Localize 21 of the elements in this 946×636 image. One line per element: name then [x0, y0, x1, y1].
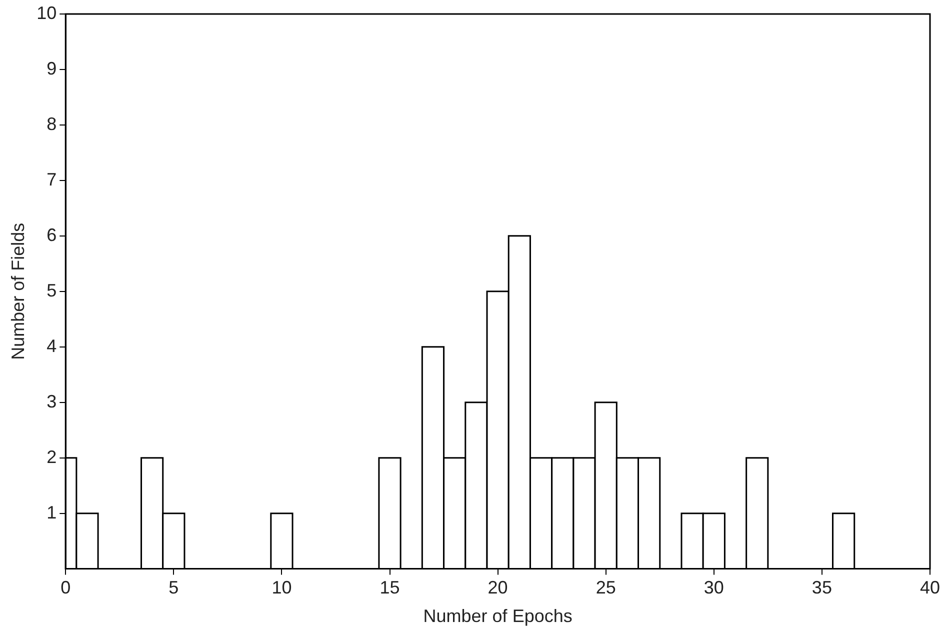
y-tick-label: 10 [36, 2, 57, 23]
y-tick-label: 4 [46, 336, 57, 356]
y-tick-label: 6 [46, 224, 57, 245]
x-tick-label: 15 [380, 578, 400, 598]
x-tick-label: 40 [920, 578, 940, 598]
x-tick-label: 0 [60, 578, 71, 598]
x-axis-title: Number of Epochs [423, 606, 572, 626]
x-tick-label: 10 [272, 578, 292, 598]
x-tick-label: 25 [596, 578, 616, 598]
y-tick-label: 2 [46, 446, 57, 467]
x-tick-label: 30 [704, 578, 724, 598]
y-tick-label: 1 [46, 502, 57, 522]
y-tick-label: 7 [46, 169, 57, 190]
y-tick-label: 9 [46, 58, 57, 78]
y-axis-title: Number of Fields [8, 222, 28, 360]
x-tick-label: 20 [488, 578, 508, 598]
y-tick-label: 8 [46, 114, 57, 134]
x-tick-label: 35 [812, 578, 832, 598]
y-tick-label: 5 [46, 280, 57, 300]
x-tick-label: 5 [168, 578, 179, 598]
y-tick-label: 3 [46, 391, 57, 412]
